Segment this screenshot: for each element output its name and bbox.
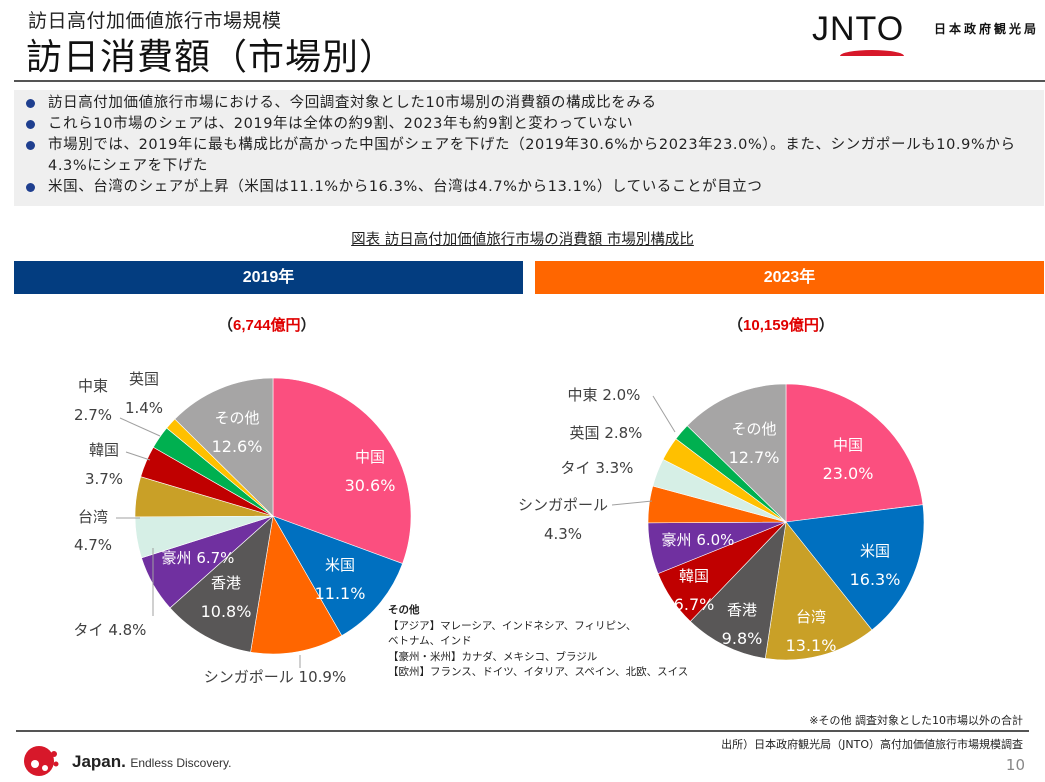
leader-line-korea xyxy=(125,451,151,461)
data-label-name-korea: 韓国 xyxy=(679,567,709,585)
pie-slice-usa xyxy=(272,515,403,637)
data-label-name-hongkong: 香港 xyxy=(211,574,241,592)
bullet-item: 米国、台湾のシェアが上昇（米国は11.1%から16.3%、台湾は4.7%から13… xyxy=(24,177,1044,198)
page-title: 訪日消費額（市場別） xyxy=(26,37,397,78)
pie-2023: 中国 23.0% 米国 16.3% 台湾 13.1% 香港 9.8% 韓国 6.7% 豪州 6.0%… xyxy=(518,383,925,661)
leader-line-middle-east xyxy=(119,417,161,437)
data-label-name-korea: 韓国 xyxy=(89,441,119,459)
other-note-line: 【欧州】フランス、ドイツ、イタリア、スペイン、北欧、スイス xyxy=(388,666,689,678)
data-label-value-usa: 11.1% xyxy=(315,584,366,603)
footer-divider xyxy=(16,730,1029,732)
data-label-middle-east: 中東 2.0% xyxy=(568,386,641,404)
data-label-value-korea: 3.7% xyxy=(85,470,123,488)
japan-cherry-blossom-logo-icon xyxy=(24,746,59,776)
data-label-value-other: 12.7% xyxy=(729,448,780,467)
pie-slice-other xyxy=(174,377,274,517)
pie-slice-other xyxy=(686,383,787,523)
data-label-value-korea: 6.7% xyxy=(674,595,715,614)
pie-slice-china xyxy=(785,383,924,523)
bullet-item: これら10市場のシェアは、2019年は全体の約9割、2023年も約9割と変わって… xyxy=(24,114,1044,135)
org-name: 日本政府観光局 xyxy=(934,22,1040,36)
total-2019: （6,744億円） xyxy=(218,317,316,334)
total-amount-2023: 10,159億円 xyxy=(743,317,819,334)
header-divider xyxy=(14,80,1045,82)
data-label-name-middle-east: 中東 xyxy=(78,377,108,395)
bullet-item: 市場別では、2019年に最も構成比が高かった中国がシェアを下げた（2019年30… xyxy=(24,135,1044,177)
leader-line-singapore xyxy=(611,500,653,506)
pie-slice-china xyxy=(272,377,412,564)
data-label-value-middle-east: 2.7% xyxy=(74,406,112,424)
figure-title: 図表 訪日高付加価値旅行市場の消費額 市場別構成比 xyxy=(351,232,694,248)
data-label-thailand: タイ 4.8% xyxy=(74,621,147,639)
other-definition-note: その他 【アジア】マレーシア、インドネシア、フィリピン、 ベトナム、インド 【豪… xyxy=(388,603,688,681)
jnto-swoosh-icon xyxy=(840,50,904,56)
summary-bullets: 訪日高付加価値旅行市場における、今回調査対象とした10市場別の消費額の構成比をみ… xyxy=(14,90,1044,206)
leader-line-middle-east xyxy=(652,395,676,433)
pie-slice-taiwan xyxy=(764,521,873,661)
data-label-name-usa: 米国 xyxy=(325,556,355,574)
data-label-name-china: 中国 xyxy=(833,436,863,454)
data-label-thailand: タイ 3.3% xyxy=(561,459,634,477)
data-label-name-other: その他 xyxy=(214,409,259,427)
other-note-heading: その他 xyxy=(388,604,420,616)
data-label-australia: 豪州 6.7% xyxy=(162,549,235,567)
other-note-line: ベトナム、インド xyxy=(388,635,472,647)
bullet-item: 訪日高付加価値旅行市場における、今回調査対象とした10市場別の消費額の構成比をみ… xyxy=(24,93,1044,114)
data-label-value-china: 30.6% xyxy=(345,476,396,495)
data-label-value-hongkong: 9.8% xyxy=(722,629,763,648)
jnto-logo-text: JNTO xyxy=(812,10,905,48)
data-label-name-other: その他 xyxy=(731,420,776,438)
year-header-2019: 2019年 xyxy=(14,261,523,294)
pie-slice-usa xyxy=(785,504,925,631)
data-label-name-hongkong: 香港 xyxy=(727,601,757,619)
data-label-value-usa: 16.3% xyxy=(850,570,901,589)
other-note-line: 【アジア】マレーシア、インドネシア、フィリピン、 xyxy=(388,619,637,632)
data-label-name-taiwan: 台湾 xyxy=(796,608,826,626)
data-label-name-taiwan: 台湾 xyxy=(78,508,108,526)
page-number: 10 xyxy=(1005,756,1025,774)
pie-slice-singapore xyxy=(250,515,343,655)
total-amount-2019: 6,744億円 xyxy=(233,317,301,334)
year-header-2023: 2023年 xyxy=(535,261,1044,294)
data-label-australia: 豪州 6.0% xyxy=(662,531,735,549)
data-label-value-taiwan: 13.1% xyxy=(786,636,837,655)
pie-2019: 中国 30.6% 米国 11.1% シンガポール 10.9% 香港 10.8% 豪州 6.7%… xyxy=(74,370,412,686)
data-label-name-uk: 英国 xyxy=(129,370,159,388)
data-label-value-china: 23.0% xyxy=(823,464,874,483)
data-label-name-china: 中国 xyxy=(355,448,385,466)
other-note-line: 【豪州・米州】カナダ、メキシコ、ブラジル xyxy=(388,650,598,663)
data-label-value-taiwan: 4.7% xyxy=(74,536,112,554)
japan-brand-tagline: Japan. Endless Discovery. xyxy=(72,752,232,771)
data-label-name-singapore: シンガポール xyxy=(518,496,608,514)
jnto-logo: JNTO xyxy=(812,8,912,60)
data-label-name-usa: 米国 xyxy=(860,542,890,560)
total-2023: （10,159億円） xyxy=(728,317,834,334)
pie-slice-hongkong xyxy=(689,521,787,659)
data-label-value-hongkong: 10.8% xyxy=(201,602,252,621)
data-label-uk: 英国 2.8% xyxy=(570,424,643,442)
data-label-value-other: 12.6% xyxy=(212,437,263,456)
data-label-singapore: シンガポール 10.9% xyxy=(204,668,346,686)
pie-slice-hongkong xyxy=(169,515,274,653)
page-subtitle: 訪日高付加価値旅行市場規模 xyxy=(28,10,282,32)
footnote: ※その他 調査対象とした10市場以外の合計 xyxy=(809,714,1023,727)
data-label-value-uk: 1.4% xyxy=(125,399,163,417)
source-citation: 出所）日本政府観光局（JNTO）高付加価値旅行市場規模調査 xyxy=(721,738,1023,751)
data-label-value-singapore: 4.3% xyxy=(544,525,582,543)
